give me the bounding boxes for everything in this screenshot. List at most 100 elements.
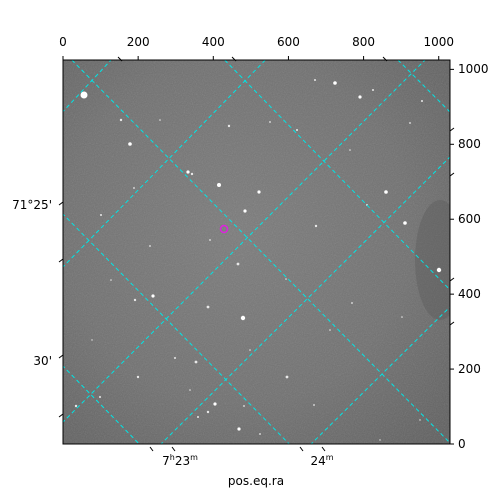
- dec-tick-label: 30': [33, 354, 52, 368]
- right-pixel-tick-label: 600: [458, 212, 481, 227]
- star: [333, 81, 337, 85]
- star: [243, 209, 247, 213]
- star: [206, 410, 210, 414]
- star: [285, 375, 289, 379]
- star: [243, 405, 245, 407]
- ra-value: 23: [174, 454, 191, 468]
- ra-tick-label: 7h23m: [162, 451, 198, 468]
- star: [384, 190, 388, 194]
- ra-unit: m: [325, 453, 334, 462]
- sky-image: [63, 60, 450, 444]
- star: [197, 416, 199, 418]
- tick-mark: [449, 321, 455, 326]
- tick-mark: [58, 354, 64, 359]
- grid-line: [63, 365, 140, 444]
- star: [285, 278, 287, 280]
- star: [259, 433, 261, 435]
- star: [100, 214, 102, 216]
- tick-mark: [449, 277, 455, 282]
- star: [379, 439, 381, 441]
- grid-line: [63, 60, 426, 423]
- tick-mark: [58, 413, 64, 418]
- star: [237, 427, 241, 431]
- tick-mark: [449, 172, 455, 177]
- star: [186, 170, 190, 174]
- axis-ticks: [58, 56, 455, 452]
- star: [351, 302, 353, 304]
- star: [133, 187, 135, 189]
- star: [349, 149, 351, 151]
- dec-tick-label: 71°25': [12, 198, 52, 212]
- tick-mark: [449, 127, 455, 132]
- star: [436, 267, 442, 273]
- right-pixel-tick-label: 0: [458, 437, 466, 451]
- star: [421, 100, 423, 102]
- tick-mark: [117, 56, 123, 62]
- right-pixel-tick-label: 800: [458, 137, 481, 152]
- star: [110, 279, 112, 281]
- star: [151, 294, 155, 298]
- star: [206, 305, 210, 309]
- tick-mark: [321, 446, 326, 452]
- target-marker: [219, 224, 229, 234]
- star: [119, 118, 123, 122]
- right-pixel-tick-label: 400: [458, 287, 481, 302]
- star-field: [74, 79, 442, 441]
- star: [99, 396, 101, 398]
- star: [209, 239, 211, 241]
- star: [329, 329, 331, 331]
- tick-mark: [171, 446, 176, 452]
- tick-mark: [58, 201, 64, 206]
- top-pixel-tick-label: 800: [352, 35, 376, 49]
- x-axis-label: pos.eq.ra: [227, 474, 285, 488]
- tick-mark: [231, 56, 237, 62]
- star: [314, 79, 316, 81]
- ra-value: 7: [162, 454, 170, 468]
- star: [149, 245, 151, 247]
- top-pixel-tick-label: 0: [59, 35, 67, 49]
- star: [133, 298, 137, 302]
- top-pixel-tick-label: 600: [276, 35, 300, 49]
- grid-line: [71, 60, 450, 444]
- star: [74, 404, 78, 408]
- grid-line: [63, 60, 112, 113]
- star: [128, 142, 132, 146]
- star: [313, 404, 315, 406]
- star: [194, 360, 198, 364]
- star: [227, 124, 231, 128]
- ra-unit: h: [169, 453, 175, 462]
- star: [401, 316, 403, 318]
- top-pixel-tick-label: 1000: [423, 35, 454, 49]
- star: [249, 349, 251, 351]
- star: [159, 119, 161, 121]
- star: [358, 95, 362, 99]
- grid-line: [310, 306, 450, 444]
- star: [409, 122, 411, 124]
- star: [213, 402, 217, 406]
- star: [236, 262, 240, 266]
- grid-line: [224, 60, 450, 291]
- star: [419, 419, 421, 421]
- star: [136, 375, 140, 379]
- star: [80, 91, 88, 99]
- star: [91, 339, 93, 341]
- axes-frame: [62, 59, 451, 445]
- ra-value: 24: [310, 454, 326, 468]
- star: [240, 315, 246, 321]
- top-pixel-tick-label: 400: [201, 35, 225, 49]
- right-pixel-tick-label: 200: [458, 362, 481, 377]
- grid-line: [160, 156, 450, 444]
- coordinate-grid: [63, 60, 450, 444]
- right-pixel-tick-label: 1000: [458, 62, 489, 77]
- star: [174, 357, 176, 359]
- star: [217, 183, 221, 187]
- star: [189, 389, 191, 391]
- ra-unit: m: [190, 453, 198, 462]
- top-pixel-tick-label: 200: [126, 35, 150, 49]
- tick-mark: [299, 446, 304, 452]
- star: [269, 121, 271, 123]
- tick-mark: [149, 446, 154, 452]
- star: [403, 221, 407, 225]
- tick-mark: [382, 56, 388, 62]
- ra-tick-label: 24m: [310, 451, 333, 468]
